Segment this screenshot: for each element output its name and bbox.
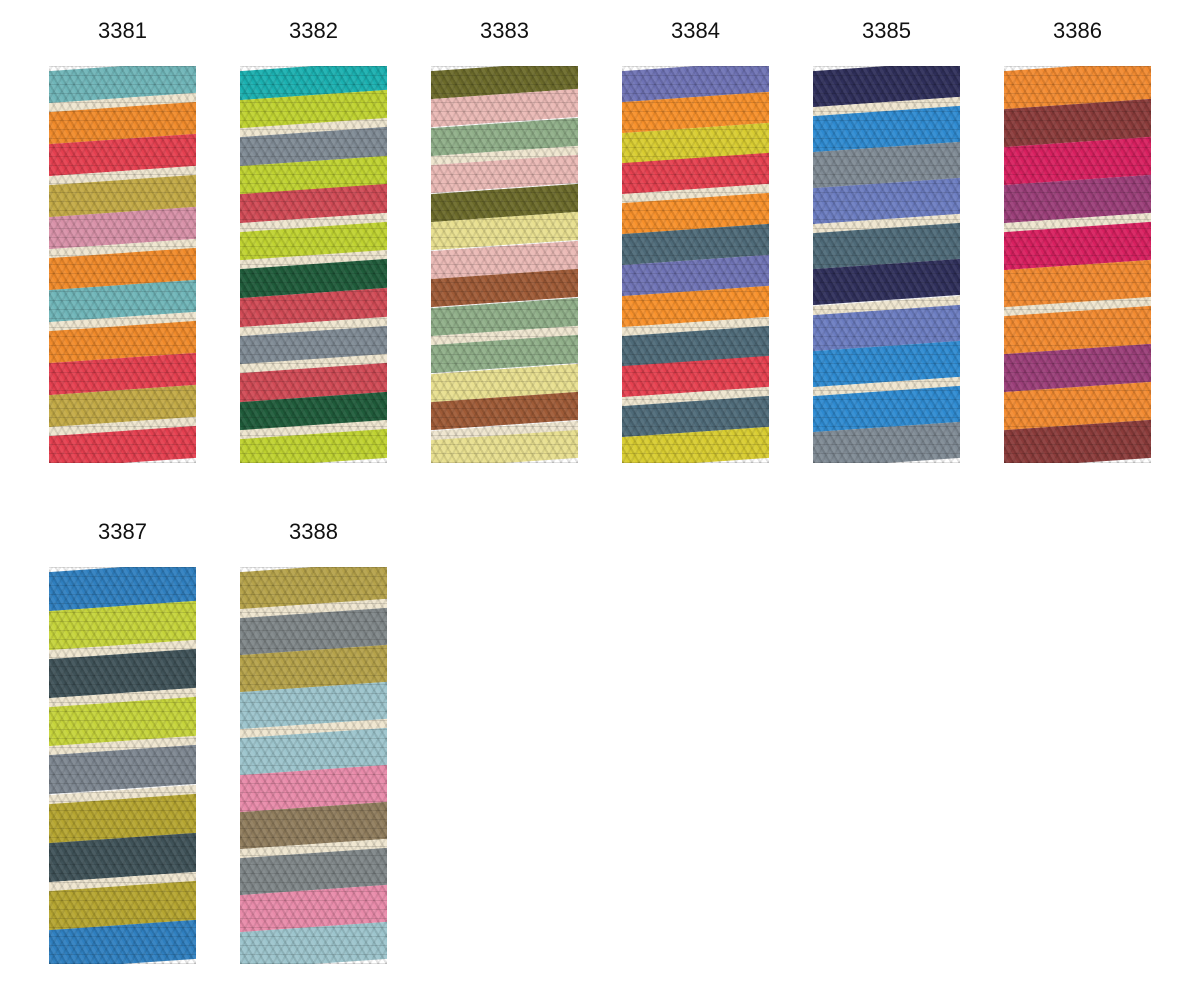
yarn-swatch-image[interactable] — [49, 567, 196, 964]
swatch-label: 3388 — [289, 519, 338, 544]
yarn-swatch-image[interactable] — [1004, 66, 1151, 463]
yarn-swatch-image[interactable] — [240, 567, 387, 964]
swatch-label: 3387 — [98, 519, 147, 544]
swatch-label: 3386 — [1053, 18, 1102, 43]
swatch-card-3384[interactable]: 3384 — [622, 18, 769, 463]
swatch-card-3383[interactable]: 3383 — [431, 18, 578, 463]
swatch-card-3388[interactable]: 3388 — [240, 519, 387, 964]
swatch-label: 3385 — [862, 18, 911, 43]
swatch-label: 3381 — [98, 18, 147, 43]
swatch-card-3387[interactable]: 3387 — [49, 519, 196, 964]
swatch-label: 3384 — [671, 18, 720, 43]
swatch-card-3381[interactable]: 3381 — [49, 18, 196, 463]
yarn-swatch-image[interactable] — [49, 66, 196, 463]
swatch-label: 3382 — [289, 18, 338, 43]
yarn-swatch-image[interactable] — [240, 66, 387, 463]
yarn-swatch-image[interactable] — [431, 66, 578, 463]
yarn-swatch-image[interactable] — [813, 66, 960, 463]
swatch-card-3382[interactable]: 3382 — [240, 18, 387, 463]
swatch-card-3386[interactable]: 3386 — [1004, 18, 1151, 463]
yarn-swatch-image[interactable] — [622, 66, 769, 463]
swatch-card-3385[interactable]: 3385 — [813, 18, 960, 463]
swatch-label: 3383 — [480, 18, 529, 43]
